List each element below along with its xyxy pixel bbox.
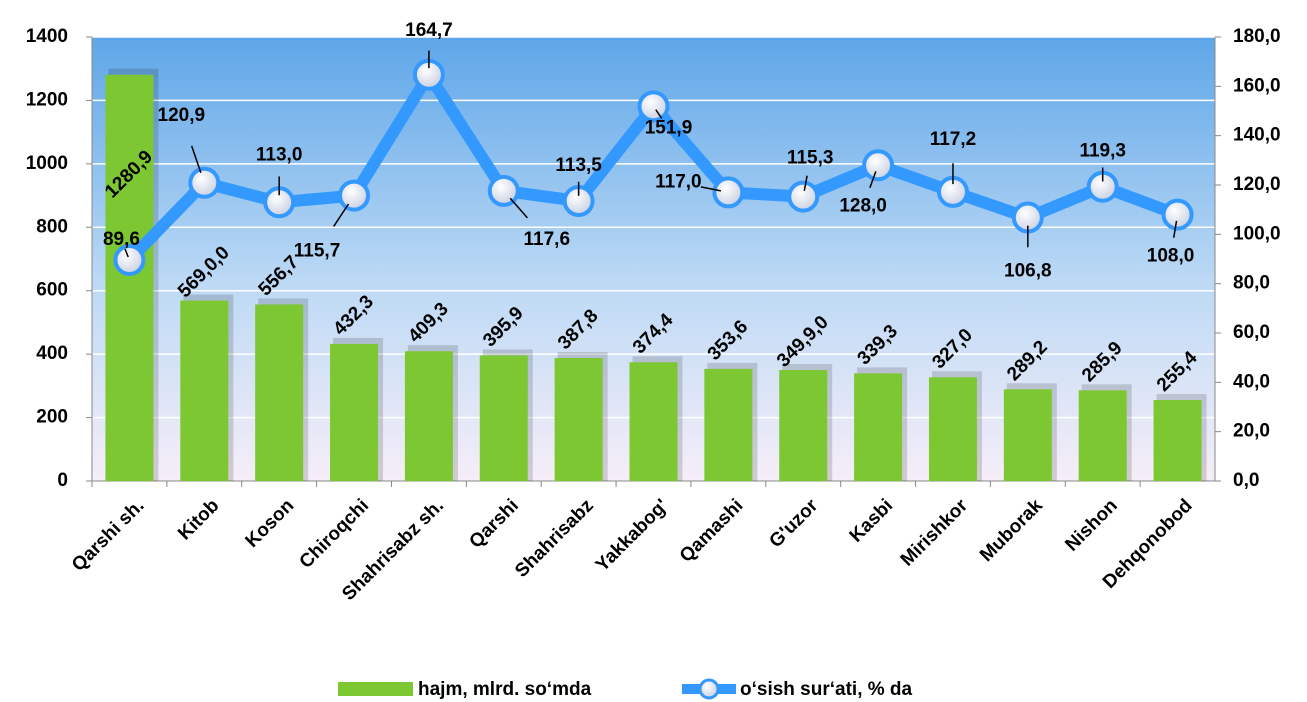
line-value-label: 89,6 (103, 229, 140, 250)
line-value-label: 117,6 (524, 229, 571, 250)
y2-tick-label: 160,0 (1233, 75, 1281, 96)
x-tick-label: Muborak (976, 495, 1047, 566)
line-value-label: 128,0 (839, 195, 887, 216)
line-marker (487, 174, 520, 207)
line-value-label: 164,7 (405, 20, 453, 41)
legend-label: hajm, mlrd. so‘mda (418, 679, 592, 700)
legend-swatch (698, 678, 720, 700)
x-tick-label: Mirishkor (897, 495, 973, 571)
bar (554, 358, 603, 481)
leader-line (655, 109, 663, 119)
y-tick-label: 800 (36, 216, 68, 237)
line-value-label: 117,0 (655, 171, 702, 192)
x-tick-label: Yakkabog' (592, 495, 673, 576)
line-value-label: 117,2 (930, 129, 977, 150)
leader-line (509, 197, 528, 219)
line-marker (113, 243, 146, 276)
x-tick-label: Qamashi (676, 495, 748, 567)
x-tick-label: Kasbi (846, 495, 897, 546)
line-value-label: 115,3 (787, 148, 834, 169)
bar (854, 373, 903, 481)
y2-tick-label: 20,0 (1233, 421, 1270, 442)
line-value-label: 113,5 (555, 155, 602, 176)
y2-tick-label: 180,0 (1233, 26, 1281, 47)
bar (1003, 389, 1052, 481)
x-tick-label: Nishon (1061, 495, 1121, 555)
bar (180, 300, 229, 481)
bar (629, 362, 678, 481)
line-value-label: 119,3 (1079, 141, 1126, 162)
line-marker (637, 90, 670, 123)
line-marker (862, 149, 895, 182)
y-tick-label: 200 (36, 407, 68, 428)
leader-line (333, 203, 350, 227)
x-tick-label: Qarshi (465, 495, 522, 552)
x-tick-label: Shahrisabz (511, 495, 598, 582)
y-tick-label: 600 (36, 280, 68, 301)
leader-line (803, 175, 808, 192)
x-tick-label: Qarshi sh. (68, 495, 149, 576)
leader-line (1172, 220, 1178, 238)
line-marker (188, 166, 221, 199)
y2-tick-label: 60,0 (1233, 322, 1270, 343)
y-tick-label: 400 (36, 343, 68, 364)
leader-line (700, 186, 722, 192)
bar (779, 370, 828, 481)
line-value-label: 113,0 (256, 144, 303, 165)
y2-tick-label: 0,0 (1233, 470, 1259, 491)
y2-tick-label: 140,0 (1233, 125, 1281, 146)
bar (704, 368, 753, 481)
legend-label: o‘sish sur‘ati, % da (740, 679, 913, 700)
y2-tick-label: 100,0 (1233, 223, 1281, 244)
legend-swatch (338, 682, 413, 696)
line-marker (787, 180, 820, 213)
leader-line (190, 145, 202, 173)
line-value-label: 120,9 (158, 105, 206, 126)
y2-tick-label: 40,0 (1233, 371, 1270, 392)
bar (928, 377, 977, 481)
y-tick-label: 0 (57, 470, 68, 491)
line-marker (1161, 198, 1194, 231)
x-tick-label: Chiroqchi (296, 495, 374, 573)
x-tick-label: G'uzor (765, 495, 822, 552)
y2-tick-label: 80,0 (1233, 273, 1270, 294)
line-value-label: 108,0 (1147, 246, 1195, 267)
line-value-label: 151,9 (645, 117, 693, 138)
y-tick-label: 1200 (26, 89, 68, 110)
x-tick-label: Kitob (174, 495, 223, 544)
bar (330, 343, 379, 481)
line-value-label: 115,7 (294, 241, 341, 262)
line-marker (712, 176, 745, 209)
leader-line (869, 171, 877, 189)
leader-line (124, 248, 129, 258)
bar (105, 74, 154, 481)
bar (1078, 390, 1127, 481)
bar (479, 355, 528, 481)
bar (404, 351, 453, 481)
line-marker (338, 179, 371, 212)
bar (1153, 400, 1202, 481)
bar (255, 304, 304, 481)
y2-tick-label: 120,0 (1233, 174, 1281, 195)
y-tick-label: 1400 (26, 26, 68, 47)
y-tick-label: 1000 (26, 153, 68, 174)
line-value-label: 106,8 (1004, 261, 1052, 282)
x-tick-label: Koson (242, 495, 299, 552)
